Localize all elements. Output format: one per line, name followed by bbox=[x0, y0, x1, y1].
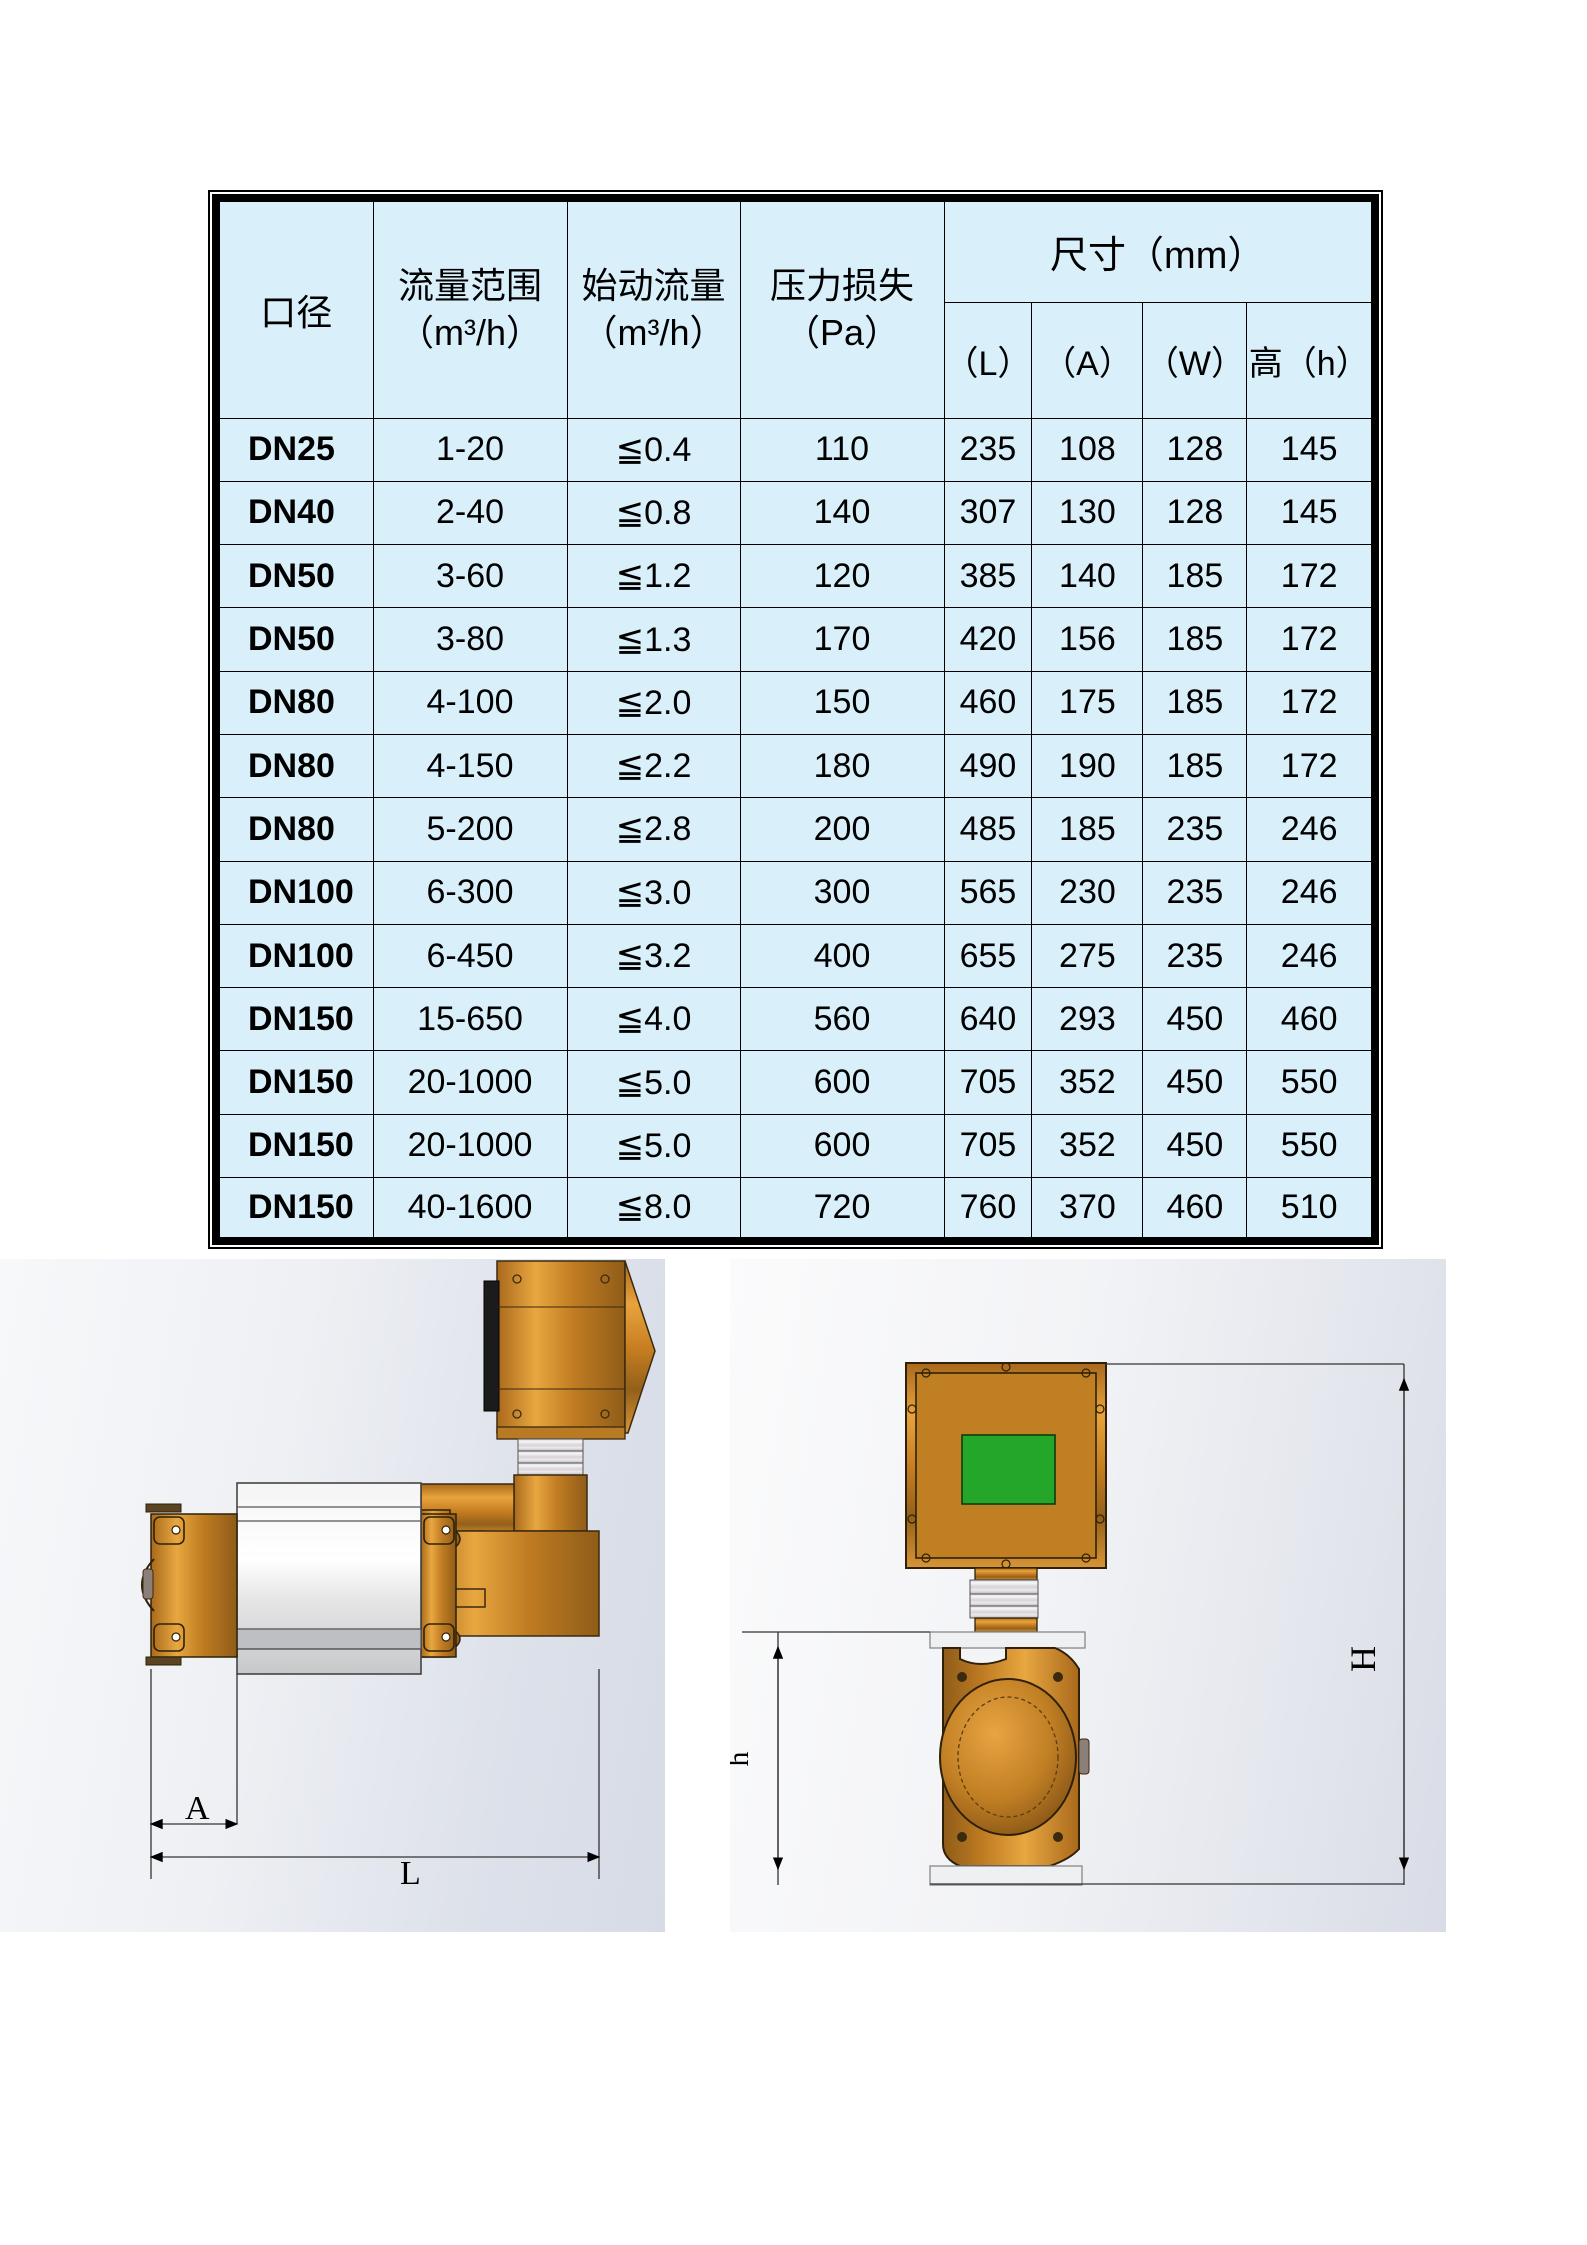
svg-text:H: H bbox=[1343, 1646, 1383, 1672]
svg-text:h: h bbox=[730, 1752, 755, 1767]
svg-text:A: A bbox=[185, 1790, 210, 1827]
svg-text:L: L bbox=[400, 1855, 421, 1892]
